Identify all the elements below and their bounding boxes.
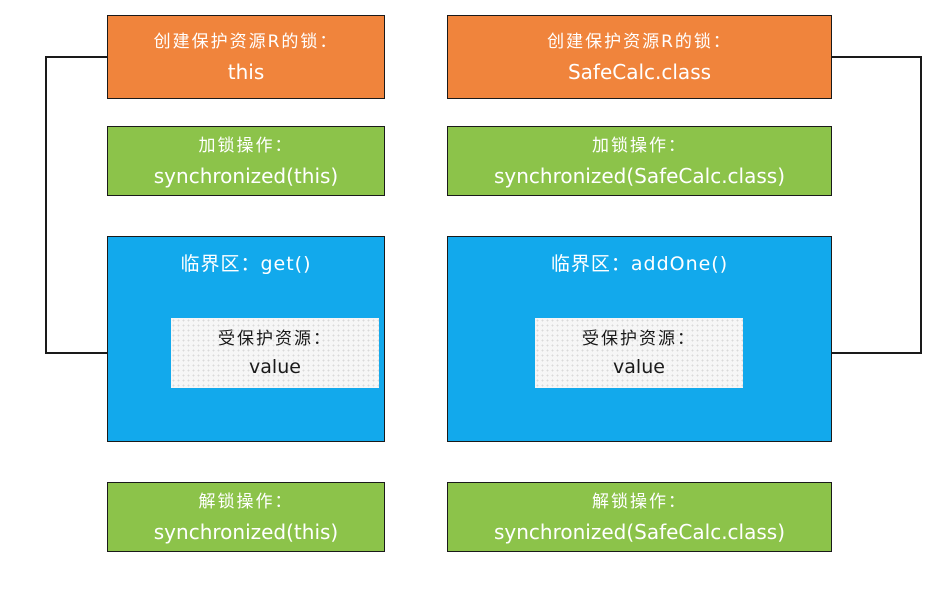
left-create-lock-label: 创建保护资源R的锁：: [153, 32, 339, 52]
left-protected-resource: 受保护资源： value: [171, 318, 379, 388]
left-lock-op-value: synchronized(this): [153, 164, 339, 188]
right-unlock-op-label: 解锁操作：: [592, 492, 687, 512]
right-create-lock-label: 创建保护资源R的锁：: [547, 32, 732, 52]
right-lock-connector: [751, 56, 922, 354]
right-unlock-op-box: 解锁操作： synchronized(SafeCalc.class): [447, 482, 832, 552]
right-lock-op-label: 加锁操作：: [592, 136, 687, 156]
right-unlock-op-value: synchronized(SafeCalc.class): [493, 520, 786, 544]
left-unlock-op-box: 解锁操作： synchronized(this): [107, 482, 385, 552]
left-create-lock-value: this: [227, 60, 265, 84]
left-critical-section-title: 临界区：get(): [180, 253, 312, 275]
right-critical-section-title: 临界区：addOne(): [550, 253, 729, 275]
left-unlock-op-label: 解锁操作：: [198, 492, 294, 512]
right-create-lock-value: SafeCalc.class: [567, 60, 712, 84]
left-resource-value: value: [249, 356, 301, 378]
left-resource-label: 受保护资源：: [218, 329, 332, 349]
left-lock-op-label: 加锁操作：: [198, 136, 294, 156]
right-resource-label: 受保护资源：: [582, 329, 696, 349]
right-resource-value: value: [613, 356, 665, 378]
right-lock-op-box: 加锁操作： synchronized(SafeCalc.class): [447, 126, 832, 196]
left-lock-op-box: 加锁操作： synchronized(this): [107, 126, 385, 196]
left-unlock-op-value: synchronized(this): [153, 520, 339, 544]
right-create-lock-box: 创建保护资源R的锁： SafeCalc.class: [447, 15, 832, 99]
left-lock-connector: [45, 56, 162, 354]
left-create-lock-box: 创建保护资源R的锁： this: [107, 15, 385, 99]
right-protected-resource: 受保护资源： value: [535, 318, 743, 388]
right-lock-op-value: synchronized(SafeCalc.class): [493, 164, 786, 188]
